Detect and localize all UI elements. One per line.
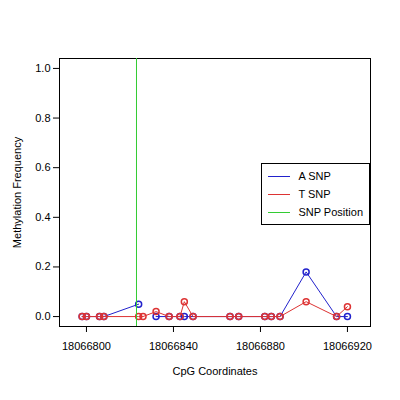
svg-text:18066840: 18066840 xyxy=(149,340,198,352)
svg-text:0.0: 0.0 xyxy=(35,310,50,322)
html-text:T SNP: T SNP xyxy=(298,188,331,200)
html-text:A SNP: A SNP xyxy=(298,170,331,182)
svg-text:0.8: 0.8 xyxy=(35,112,50,124)
svg-text:Methylation Frequency: Methylation Frequency xyxy=(11,136,23,248)
svg-text:CpG Coordinates: CpG Coordinates xyxy=(173,365,258,377)
svg-text:18066800: 18066800 xyxy=(62,340,111,352)
svg-text:18066880: 18066880 xyxy=(236,340,285,352)
html-text:SNP Position: SNP Position xyxy=(298,206,363,218)
svg-text:0.2: 0.2 xyxy=(35,260,50,272)
svg-text:0.4: 0.4 xyxy=(35,211,50,223)
svg-text:1.0: 1.0 xyxy=(35,62,50,74)
svg-text:0.6: 0.6 xyxy=(35,161,50,173)
svg-text:18066920: 18066920 xyxy=(323,340,372,352)
